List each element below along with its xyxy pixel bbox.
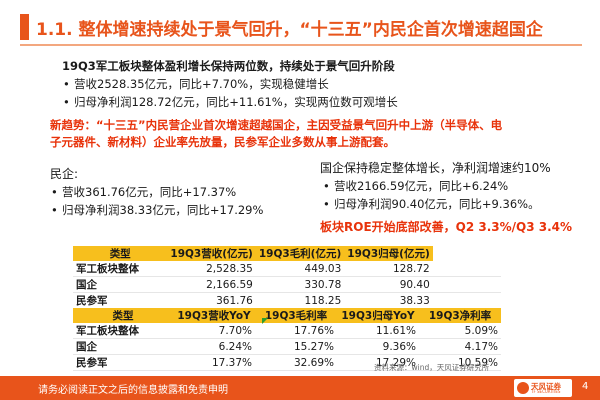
table-row: 国企 2,166.59 330.78 90.40 — [73, 276, 501, 293]
state-bullet-profit: 归母净利润90.40亿元，同比+9.36%。 — [323, 196, 540, 213]
table-cell: 9.36% — [337, 338, 419, 355]
table-row: 国企 6.24% 15.27% 9.36% 4.17% — [73, 338, 501, 355]
footer-bar: 请务必阅读正文之后的信息披露和免责申明 天风证券 TF SECURITIES 4 — [0, 376, 600, 400]
private-bullet-revenue: 营收361.76亿元，同比+17.37% — [51, 184, 236, 201]
table-cell: 2,528.35 — [167, 261, 256, 277]
header-cell: 类型 — [73, 246, 168, 261]
table-cell: 90.40 — [344, 276, 433, 293]
header-cell: 类型 — [73, 308, 173, 323]
table-cell: 128.72 — [344, 261, 433, 277]
table-cell: 17.29% — [337, 354, 419, 371]
header-cell: 19Q3营收(亿元) — [167, 246, 256, 261]
table-cell: 17.76% — [255, 323, 337, 339]
logo-subtext: TF SECURITIES — [531, 389, 561, 394]
table-cell: 449.03 — [255, 261, 345, 277]
row-label: 民参军 — [73, 354, 173, 371]
page-number: 4 — [582, 381, 589, 392]
headline: 19Q3军工板块整体盈利增长保持两位数，持续处于景气回升阶段 — [62, 59, 395, 73]
new-trend-line-2: 子元器件、新材料）企业率先放量，民参军企业多数从事上游配套。 — [50, 135, 395, 149]
state-bullet-revenue: 营收2166.59亿元，同比+6.24% — [323, 178, 508, 195]
table-cell: 330.78 — [255, 276, 345, 293]
header-cell: 19Q3营收YoY — [173, 308, 255, 323]
header-cell: 19Q3毛利(亿元) — [255, 246, 345, 261]
header-cell: 19Q3毛利率 — [255, 308, 337, 323]
table-row: 民参军 361.76 118.25 38.33 — [73, 292, 501, 309]
table-cell: 4.17% — [419, 338, 501, 355]
table-cell: 5.09% — [419, 323, 501, 339]
table-cell: 15.27% — [255, 338, 337, 355]
table-cell: 38.33 — [344, 292, 433, 309]
company-logo: 天风证券 TF SECURITIES — [514, 379, 572, 397]
table-cell — [432, 261, 501, 277]
header-cell: 19Q3净利率 — [419, 308, 501, 323]
table-cell — [432, 292, 501, 309]
table-cell: 118.25 — [255, 292, 345, 309]
logo-mark-icon — [517, 382, 529, 394]
table-cell: 32.69% — [255, 354, 337, 371]
state-label: 国企保持稳定整体增长，净利润增速约10% — [320, 161, 551, 175]
table-row: 军工板块整体 2,528.35 449.03 128.72 — [73, 261, 501, 277]
footer-disclaimer: 请务必阅读正文之后的信息披露和免责申明 — [38, 385, 228, 396]
source-note: 资料来源：wind，天风证券研究所 — [374, 363, 490, 372]
table-cell: 17.37% — [173, 354, 255, 371]
table-cell: 10.59% — [419, 354, 501, 371]
table-cell: 361.76 — [167, 292, 256, 309]
sector-bullet-revenue: 营收2528.35亿元，同比+7.70%，实现稳健增长 — [63, 76, 329, 93]
page-title: 1.1. 整体增速持续处于景气回升，“十三五”内民企首次增速超国企 — [36, 20, 543, 40]
cell-indicator-icon — [262, 318, 268, 324]
table-header-row: 类型 19Q3营收YoY 19Q3毛利率 19Q3归母YoY 19Q3净利率 — [73, 308, 501, 323]
table-row: 民参军 17.37% 32.69% 17.29% 10.59% — [73, 354, 501, 371]
table-absolute-values: 类型 19Q3营收(亿元) 19Q3毛利(亿元) 19Q3归母(亿元) 军工板块… — [73, 246, 501, 309]
header-cell — [432, 246, 501, 261]
row-label: 国企 — [73, 338, 173, 355]
title-accent-bar — [20, 14, 29, 40]
table-cell: 2,166.59 — [167, 276, 256, 293]
row-label: 民参军 — [73, 292, 168, 309]
roe-note: 板块ROE开始底部改善，Q2 3.3%/Q3 3.4% — [320, 220, 573, 234]
logo-text: 天风证券 — [531, 382, 561, 391]
row-label: 军工板块整体 — [73, 323, 173, 339]
row-label: 军工板块整体 — [73, 261, 168, 277]
table-growth-rates: 类型 19Q3营收YoY 19Q3毛利率 19Q3归母YoY 19Q3净利率 军… — [73, 308, 501, 371]
header-cell: 19Q3归母(亿元) — [344, 246, 433, 261]
private-bullet-profit: 归母净利润38.33亿元，同比+17.29% — [51, 202, 263, 219]
header-cell: 19Q3归母YoY — [337, 308, 419, 323]
table-cell: 6.24% — [173, 338, 255, 355]
table-header-row: 类型 19Q3营收(亿元) 19Q3毛利(亿元) 19Q3归母(亿元) — [73, 246, 501, 261]
table-cell — [432, 276, 501, 293]
table-cell: 11.61% — [337, 323, 419, 339]
title-divider — [20, 44, 582, 46]
table-cell: 7.70% — [173, 323, 255, 339]
table-row: 军工板块整体 7.70% 17.76% 11.61% 5.09% — [73, 323, 501, 339]
sector-bullet-profit: 归母净利润128.72亿元，同比+11.61%，实现两位数可观增长 — [63, 94, 398, 111]
new-trend-line-1: 新趋势：“十三五”内民营企业首次增速超越国企，主因受益景气回升中上游（半导体、电 — [50, 118, 503, 132]
private-label: 民企: — [50, 167, 79, 181]
row-label: 国企 — [73, 276, 168, 293]
